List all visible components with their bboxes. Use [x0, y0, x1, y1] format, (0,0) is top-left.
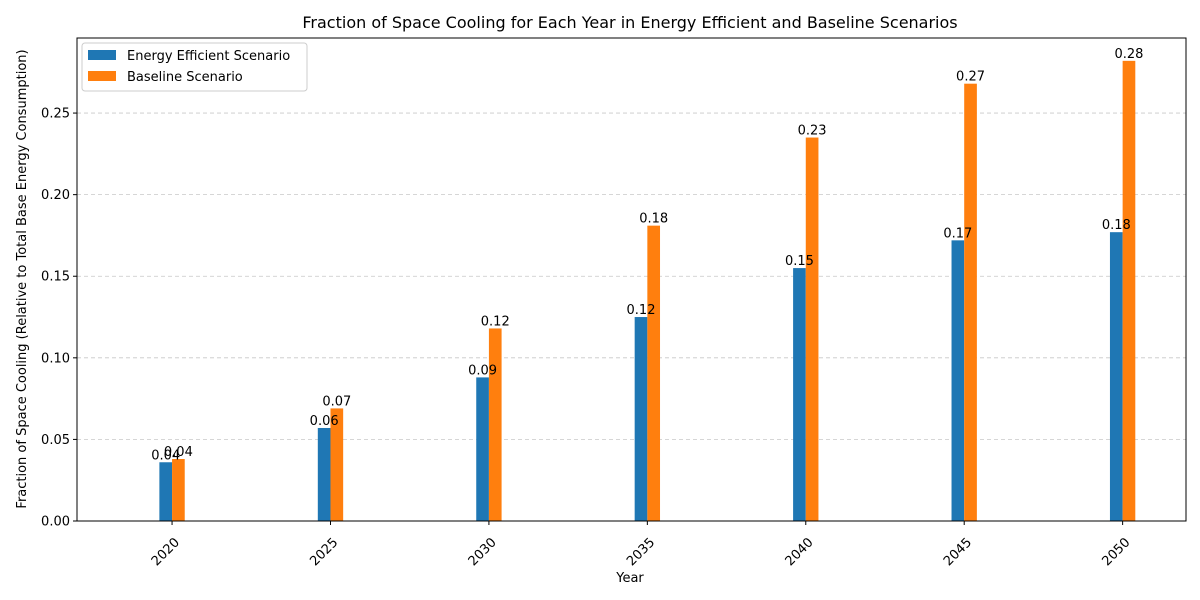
bar-value-label: 0.09 [468, 363, 497, 378]
x-axis: 2020 2025 2030 2035 2040 2045 2050 [149, 521, 1133, 569]
x-tick-label: 2050 [1099, 535, 1133, 569]
bar-baseline [488, 328, 502, 521]
bar-value-label: 0.23 [798, 124, 827, 139]
bar-baseline [330, 408, 344, 521]
bar-value-label: 0.27 [956, 70, 985, 85]
bar-baseline [805, 137, 819, 521]
plot-frame [76, 37, 1187, 522]
bar-value-label: 0.17 [943, 226, 972, 241]
bar-efficient [1109, 232, 1123, 521]
bars [159, 60, 1136, 522]
bar-efficient [951, 240, 965, 522]
y-tick-label: 0.20 [41, 188, 70, 203]
bar-efficient [793, 268, 806, 521]
y-tick-label: 0.10 [41, 351, 70, 366]
bar-efficient [634, 317, 648, 521]
bar-value-label: 0.12 [627, 303, 656, 318]
bar-value-label: 0.04 [151, 448, 180, 463]
grid-lines [77, 112, 1186, 440]
y-tick-label: 0.25 [41, 107, 70, 122]
x-axis-label: Year [615, 571, 644, 586]
bar-baseline [1122, 60, 1136, 521]
x-tick-label: 2030 [466, 535, 500, 569]
bar-value-label: 0.12 [481, 314, 510, 329]
x-tick-label: 2035 [624, 535, 658, 569]
legend-entry: Energy Efficient Scenario [127, 49, 290, 64]
y-axis: 0.00 0.05 0.10 0.15 0.20 0.25 [41, 107, 77, 530]
bar-value-label: 0.18 [1102, 218, 1131, 233]
y-tick-label: 0.00 [41, 515, 70, 530]
bar-value-label: 0.07 [322, 394, 351, 409]
bar-value-label: 0.28 [1114, 47, 1143, 62]
legend: Energy Efficient Scenario Baseline Scenar… [81, 42, 308, 92]
bar-value-label: 0.04 [164, 445, 193, 460]
x-tick-label: 2040 [783, 535, 817, 569]
bar-value-label: 0.18 [639, 212, 668, 227]
x-tick-label: 2025 [307, 535, 341, 569]
y-tick-label: 0.05 [41, 433, 70, 448]
chart-title: Fraction of Space Cooling for Each Year … [302, 13, 957, 32]
legend-swatch [88, 71, 116, 81]
bar-efficient [317, 427, 331, 521]
x-tick-label: 2020 [149, 535, 183, 569]
bar-baseline [647, 225, 661, 521]
bar-value-label: 0.15 [785, 254, 814, 269]
bar-efficient [159, 462, 173, 521]
y-tick-label: 0.15 [41, 270, 70, 285]
x-tick-label: 2045 [941, 535, 975, 569]
legend-swatch [88, 50, 116, 60]
bar-baseline [964, 83, 977, 522]
bar-value-label: 0.06 [310, 414, 339, 429]
bar-baseline [172, 458, 185, 521]
bar-efficient [476, 377, 489, 521]
data-labels: 0.04 0.06 0.09 0.12 0.15 0.17 0.18 0.04 0.07 0.12… [151, 47, 1143, 463]
y-axis-label: Fraction of Space Cooling (Relative to T… [15, 49, 30, 508]
legend-entry: Baseline Scenario [127, 70, 243, 85]
legend-box [81, 42, 308, 92]
